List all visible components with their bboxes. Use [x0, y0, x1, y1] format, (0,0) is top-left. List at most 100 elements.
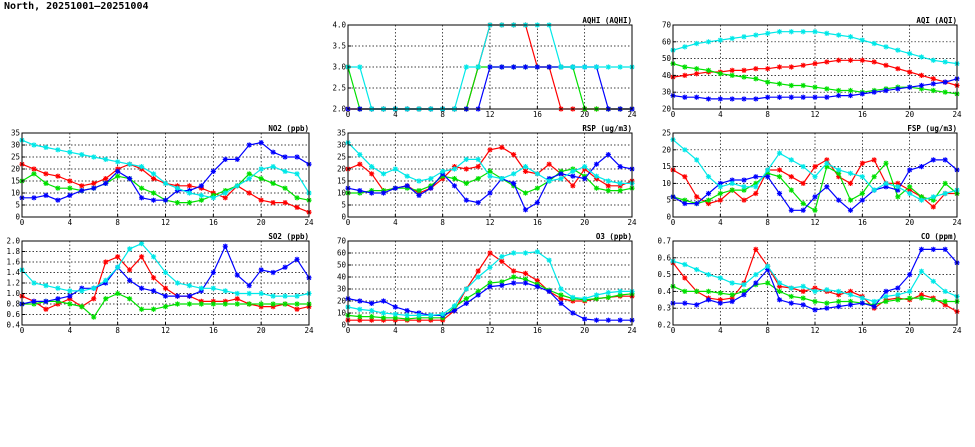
data-point: [942, 157, 948, 163]
data-point: [871, 298, 877, 305]
data-point: [753, 280, 759, 286]
data-point: [463, 156, 469, 162]
data-point: [570, 183, 576, 189]
data-point: [282, 301, 288, 307]
data-point: [836, 32, 842, 38]
y-tick-label: 0.7: [657, 237, 671, 246]
data-point: [907, 184, 913, 190]
data-point: [127, 161, 133, 167]
data-point: [824, 157, 830, 163]
data-point: [270, 180, 276, 186]
data-point: [871, 174, 877, 180]
data-point: [198, 285, 204, 291]
data-point: [593, 296, 600, 302]
x-tick-label: 0: [671, 326, 676, 335]
data-point: [800, 180, 806, 186]
x-tick-label: 20: [580, 218, 590, 227]
data-point: [511, 250, 517, 256]
data-point: [705, 200, 712, 207]
data-point: [836, 298, 842, 305]
data-point: [705, 174, 712, 180]
data-point: [800, 295, 806, 301]
data-point: [234, 301, 240, 307]
data-point: [357, 306, 363, 312]
x-tick-label: 24: [304, 218, 314, 227]
series-3: [345, 140, 635, 186]
data-point: [847, 170, 854, 176]
data-point: [558, 286, 564, 292]
data-point: [392, 185, 398, 191]
data-point: [788, 174, 794, 180]
data-point: [930, 278, 936, 284]
data-point: [871, 59, 877, 65]
data-point: [499, 279, 505, 285]
data-point: [534, 200, 540, 206]
data-point: [67, 149, 73, 155]
data-point: [186, 301, 193, 307]
data-point: [895, 86, 901, 92]
data-point: [871, 303, 877, 310]
data-point: [55, 147, 61, 153]
x-tick-label: 8: [115, 218, 120, 227]
x-tick-label: 16: [533, 326, 543, 335]
data-point: [222, 156, 228, 162]
data-point: [847, 207, 854, 213]
data-point: [162, 180, 169, 186]
data-point: [138, 285, 145, 291]
data-point: [31, 166, 37, 172]
x-tick-label: 16: [533, 218, 543, 227]
data-point: [729, 295, 735, 301]
data-point: [79, 304, 85, 310]
data-point: [918, 54, 925, 60]
data-point: [79, 188, 85, 194]
data-point: [617, 317, 623, 323]
data-point: [741, 197, 747, 203]
data-point: [499, 144, 505, 150]
data-point: [859, 91, 865, 97]
data-point: [800, 62, 806, 68]
data-point: [174, 185, 181, 191]
data-point: [836, 303, 842, 310]
data-point: [475, 156, 481, 162]
data-point: [883, 87, 889, 94]
data-point: [705, 297, 712, 303]
data-point: [859, 37, 865, 43]
y-tick-label: 50: [662, 54, 672, 63]
data-point: [694, 71, 700, 77]
data-point: [836, 167, 842, 173]
x-tick-label: 20: [905, 326, 915, 335]
x-tick-label: 16: [533, 110, 543, 119]
data-point: [717, 96, 723, 102]
chart-title: CO (ppm): [921, 232, 957, 241]
data-point: [741, 96, 747, 102]
y-tick-label: 1.8: [6, 247, 20, 256]
y-tick-label: 0: [666, 213, 671, 222]
data-point: [127, 246, 133, 252]
data-point: [246, 290, 252, 297]
data-point: [765, 94, 771, 100]
data-point: [31, 142, 37, 148]
x-tick-label: 4: [718, 218, 723, 227]
data-point: [812, 298, 818, 305]
data-point: [103, 259, 109, 265]
data-point: [883, 184, 889, 190]
data-point: [294, 154, 300, 160]
data-point: [765, 30, 771, 36]
data-point: [682, 288, 688, 294]
data-point: [694, 266, 700, 273]
data-point: [270, 301, 276, 307]
page-title: North, 20251001–20251004: [4, 1, 149, 12]
data-point: [234, 183, 240, 189]
data-point: [392, 304, 398, 310]
data-point: [558, 292, 564, 298]
data-point: [522, 276, 529, 282]
x-tick-label: 20: [580, 326, 590, 335]
data-point: [847, 197, 854, 203]
data-point: [717, 190, 723, 197]
chart-title: FSP (ug/m3): [907, 124, 957, 133]
x-tick-label: 4: [393, 110, 398, 119]
data-point: [31, 298, 37, 304]
y-tick-label: 50: [337, 261, 347, 270]
data-point: [258, 304, 264, 310]
data-point: [847, 180, 854, 186]
